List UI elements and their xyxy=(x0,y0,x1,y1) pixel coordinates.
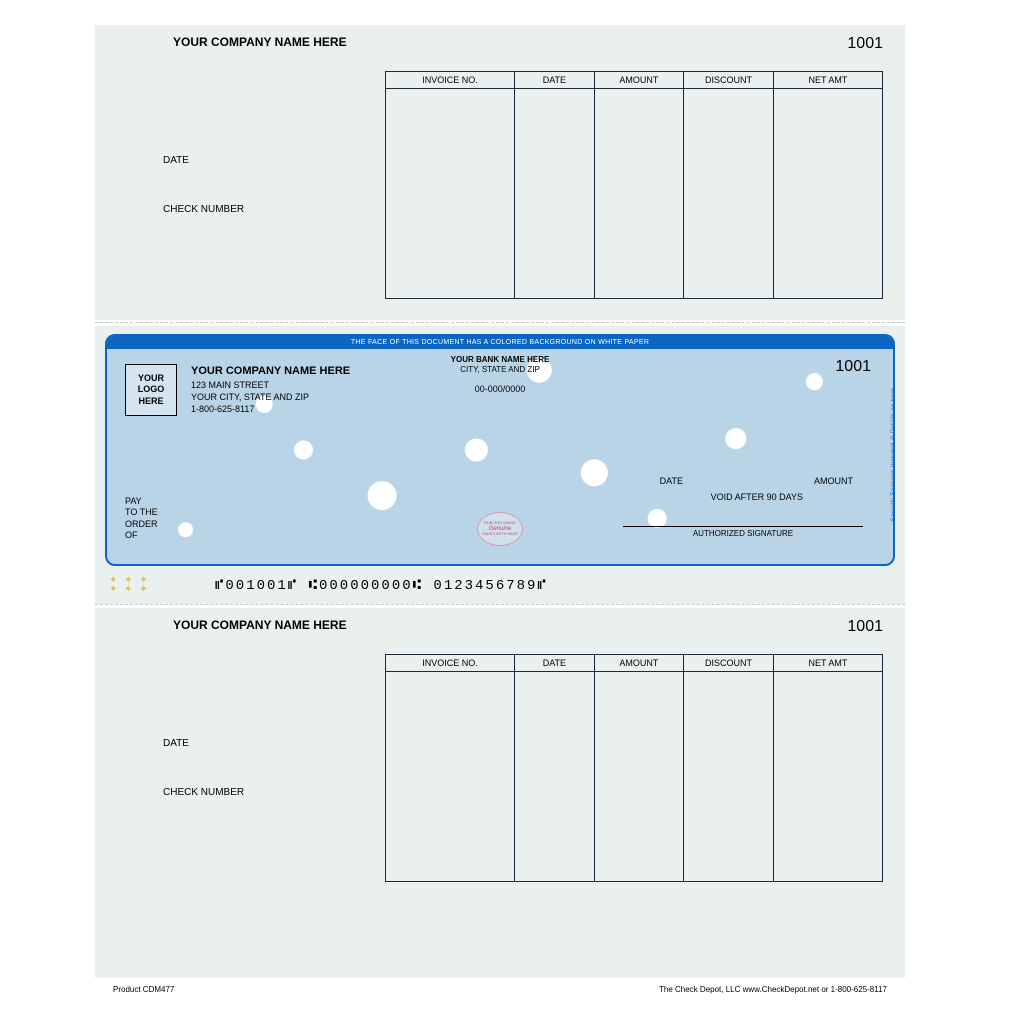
col-netamt: NET AMT xyxy=(773,655,882,672)
table-row xyxy=(386,672,883,882)
check-number: 1001 xyxy=(835,358,871,376)
company-phone: 1-800-625-8117 xyxy=(191,403,350,415)
void-after: VOID AFTER 90 DAYS xyxy=(711,492,803,502)
micr-line: ⑈001001⑈ ⑆000000000⑆ 0123456789⑈ xyxy=(215,578,548,594)
col-date: DATE xyxy=(515,72,595,89)
date-label: DATE xyxy=(135,738,355,749)
check-number-label: CHECK NUMBER xyxy=(135,787,355,798)
security-side-text: Security Features Included ⎙ Details on … xyxy=(892,386,896,522)
col-invoice: INVOICE NO. xyxy=(386,655,515,672)
signature-line: AUTHORIZED SIGNATURE xyxy=(623,526,863,538)
pay-line: PAY xyxy=(125,496,158,507)
col-date: DATE xyxy=(515,655,595,672)
page-footer: Product CDM477 The Check Depot, LLC www.… xyxy=(95,985,905,994)
check-panel: THE FACE OF THIS DOCUMENT HAS A COLORED … xyxy=(95,326,905,604)
check-number: 1001 xyxy=(847,618,883,636)
bottom-stub-body: DATE CHECK NUMBER INVOICE NO. DATE AMOUN… xyxy=(95,636,905,898)
vendor-info: The Check Depot, LLC www.CheckDepot.net … xyxy=(659,985,887,994)
bank-city: CITY, STATE AND ZIP xyxy=(107,365,893,375)
company-name: YOUR COMPANY NAME HERE xyxy=(173,618,347,636)
security-banner: THE FACE OF THIS DOCUMENT HAS A COLORED … xyxy=(107,336,893,349)
check-face: THE FACE OF THIS DOCUMENT HAS A COLORED … xyxy=(105,334,895,566)
pay-line: ORDER xyxy=(125,519,158,530)
top-stub-header: YOUR COMPANY NAME HERE 1001 xyxy=(95,25,905,53)
col-netamt: NET AMT xyxy=(773,72,882,89)
perforation-bottom xyxy=(95,604,905,605)
date-label: DATE xyxy=(135,155,355,166)
top-stub-body: DATE CHECK NUMBER INVOICE NO. DATE AMOUN… xyxy=(95,53,905,315)
table-row xyxy=(386,89,883,299)
top-stub-labels: DATE CHECK NUMBER xyxy=(135,71,355,299)
col-discount: DISCOUNT xyxy=(684,72,774,89)
bank-block: YOUR BANK NAME HERE CITY, STATE AND ZIP … xyxy=(107,355,893,395)
top-invoice-table: INVOICE NO. DATE AMOUNT DISCOUNT NET AMT xyxy=(385,71,883,299)
pay-to-order: PAY TO THE ORDER OF xyxy=(125,496,158,541)
top-stub: YOUR COMPANY NAME HERE 1001 DATE CHECK N… xyxy=(95,25,905,320)
col-discount: DISCOUNT xyxy=(684,655,774,672)
col-invoice: INVOICE NO. xyxy=(386,72,515,89)
amount-label: AMOUNT xyxy=(814,476,853,486)
bottom-stub-header: YOUR COMPANY NAME HERE 1001 xyxy=(95,608,905,636)
bottom-stub-labels: DATE CHECK NUMBER xyxy=(135,654,355,882)
perforation-top xyxy=(95,322,905,323)
logo-line: HERE xyxy=(126,396,176,407)
pay-line: TO THE xyxy=(125,507,158,518)
hologram-stars: ✦ ✦ ✦✦ ✦ ✦ xyxy=(109,576,150,594)
col-amount: AMOUNT xyxy=(594,72,684,89)
seal-line: FADES WITH HEAT xyxy=(482,532,518,536)
col-amount: AMOUNT xyxy=(594,655,684,672)
date-label: DATE xyxy=(660,476,683,486)
check-number-label: CHECK NUMBER xyxy=(135,204,355,215)
bank-name: YOUR BANK NAME HERE xyxy=(107,355,893,365)
pay-line: OF xyxy=(125,530,158,541)
bottom-invoice-table: INVOICE NO. DATE AMOUNT DISCOUNT NET AMT xyxy=(385,654,883,882)
product-code: Product CDM477 xyxy=(113,985,174,994)
company-name: YOUR COMPANY NAME HERE xyxy=(173,35,347,53)
thermochromic-seal: RUB HSD IMAGE Genuine FADES WITH HEAT xyxy=(477,512,523,546)
bottom-stub: YOUR COMPANY NAME HERE 1001 DATE CHECK N… xyxy=(95,608,905,978)
check-number: 1001 xyxy=(847,35,883,53)
routing-fraction: 00-000/0000 xyxy=(107,384,893,396)
